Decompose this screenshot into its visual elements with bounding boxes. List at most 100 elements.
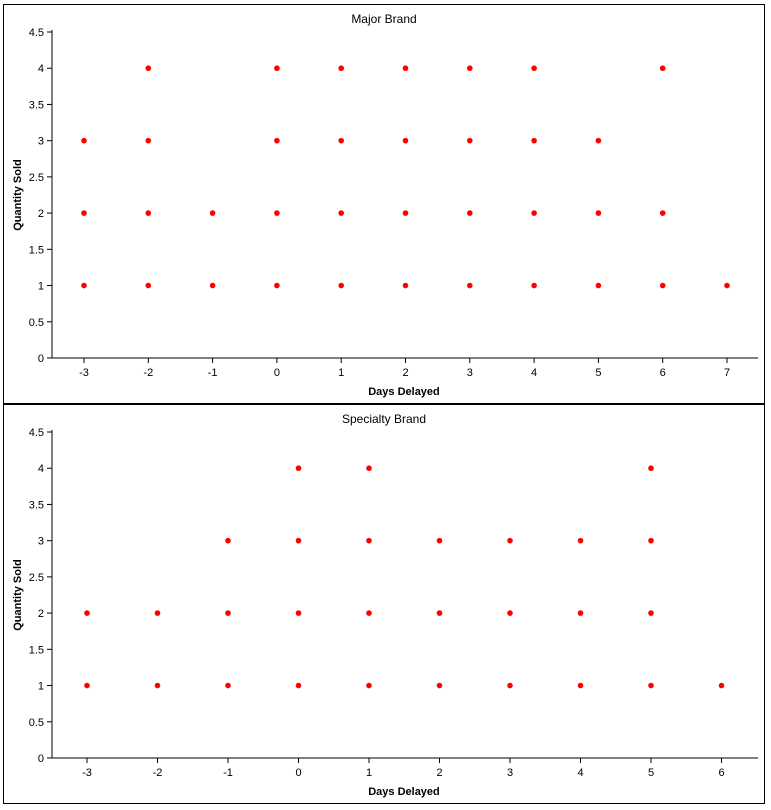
data-point: [531, 282, 537, 289]
y-axis-label: Quantity Sold: [12, 159, 24, 231]
x-tick-label: 0: [295, 767, 301, 779]
x-tick-label: 1: [366, 767, 372, 779]
y-tick-label: 4: [38, 463, 44, 475]
data-point: [659, 282, 666, 289]
y-tick-label: 3: [38, 536, 44, 548]
data-point: [402, 65, 409, 72]
data-point: [225, 537, 231, 544]
data-point: [366, 610, 372, 616]
data-point: [507, 682, 513, 689]
data-point: [467, 282, 473, 289]
data-point: [436, 610, 443, 616]
data-point: [577, 682, 584, 689]
data-point: [531, 210, 537, 216]
data-point: [145, 137, 152, 144]
y-tick-label: 2: [38, 208, 44, 220]
data-point: [648, 682, 654, 689]
data-point: [81, 137, 87, 144]
data-point: [648, 465, 654, 472]
major-brand-panel: Major Brand Days Delayed Quantity Sold 0…: [12, 12, 758, 398]
data-point: [338, 282, 345, 289]
data-point: [402, 210, 409, 216]
data-point: [295, 537, 302, 544]
data-point: [81, 210, 87, 216]
y-tick-label: 2: [38, 608, 44, 620]
data-point: [659, 210, 666, 216]
data-point: [295, 610, 302, 616]
x-axis-label: Days Delayed: [368, 386, 440, 398]
data-point: [295, 465, 302, 472]
data-point: [436, 537, 443, 544]
x-tick-label: 3: [507, 767, 513, 779]
data-point: [84, 610, 90, 616]
data-point: [531, 137, 537, 144]
data-point: [274, 65, 280, 72]
x-tick-label: -3: [82, 767, 92, 779]
y-tick-label: 1.5: [29, 644, 44, 656]
data-point: [507, 537, 513, 544]
x-tick-label: 2: [402, 367, 408, 379]
data-point: [595, 210, 602, 216]
data-point: [274, 282, 280, 289]
data-point: [338, 65, 345, 72]
data-point: [145, 282, 152, 289]
chart-title: Major Brand: [351, 12, 416, 26]
data-point: [436, 682, 443, 689]
data-point: [366, 465, 372, 472]
data-point: [274, 137, 280, 144]
x-tick-label: 7: [724, 367, 730, 379]
data-point: [145, 65, 152, 72]
y-tick-label: 0.5: [29, 717, 44, 729]
data-point: [154, 682, 161, 689]
x-tick-label: 6: [660, 367, 666, 379]
x-tick-label: -2: [153, 767, 163, 779]
y-tick-label: 3.5: [29, 99, 44, 111]
y-tick-label: 4.5: [29, 427, 44, 439]
data-point: [507, 610, 513, 616]
y-tick-label: 1: [38, 681, 44, 693]
x-tick-label: -2: [143, 367, 153, 379]
data-point: [659, 65, 666, 72]
x-tick-label: 5: [595, 367, 601, 379]
x-tick-label: 0: [274, 367, 280, 379]
data-point: [467, 210, 473, 216]
x-tick-label: 1: [338, 367, 344, 379]
data-point: [577, 537, 584, 544]
data-point: [595, 282, 602, 289]
data-point: [577, 610, 584, 616]
data-point: [225, 682, 231, 689]
y-tick-label: 4: [38, 63, 44, 75]
y-tick-label: 3: [38, 136, 44, 148]
data-point: [467, 137, 473, 144]
data-point: [154, 610, 161, 616]
x-axis-label: Days Delayed: [368, 786, 440, 798]
data-point: [648, 537, 654, 544]
data-point: [295, 682, 302, 689]
data-point: [338, 210, 345, 216]
x-tick-label: -3: [79, 367, 89, 379]
y-tick-label: 1: [38, 281, 44, 293]
y-tick-label: 3.5: [29, 499, 44, 511]
data-point: [145, 210, 152, 216]
y-tick-label: 0.5: [29, 317, 44, 329]
x-tick-label: 4: [577, 767, 583, 779]
y-tick-label: 2.5: [29, 172, 44, 184]
data-point: [209, 282, 216, 289]
y-axis-label: Quantity Sold: [12, 559, 24, 631]
data-point: [366, 537, 372, 544]
x-tick-label: -1: [223, 767, 233, 779]
data-point: [648, 610, 654, 616]
x-tick-label: 4: [531, 367, 537, 379]
y-tick-label: 2.5: [29, 572, 44, 584]
data-point: [402, 137, 409, 144]
data-point: [718, 682, 725, 689]
chart-title: Specialty Brand: [342, 412, 426, 426]
data-point: [338, 137, 345, 144]
x-tick-label: 6: [718, 767, 724, 779]
data-point: [531, 65, 537, 72]
data-point: [225, 610, 231, 616]
data-point: [467, 65, 473, 72]
data-point: [274, 210, 280, 216]
data-point: [724, 282, 730, 289]
